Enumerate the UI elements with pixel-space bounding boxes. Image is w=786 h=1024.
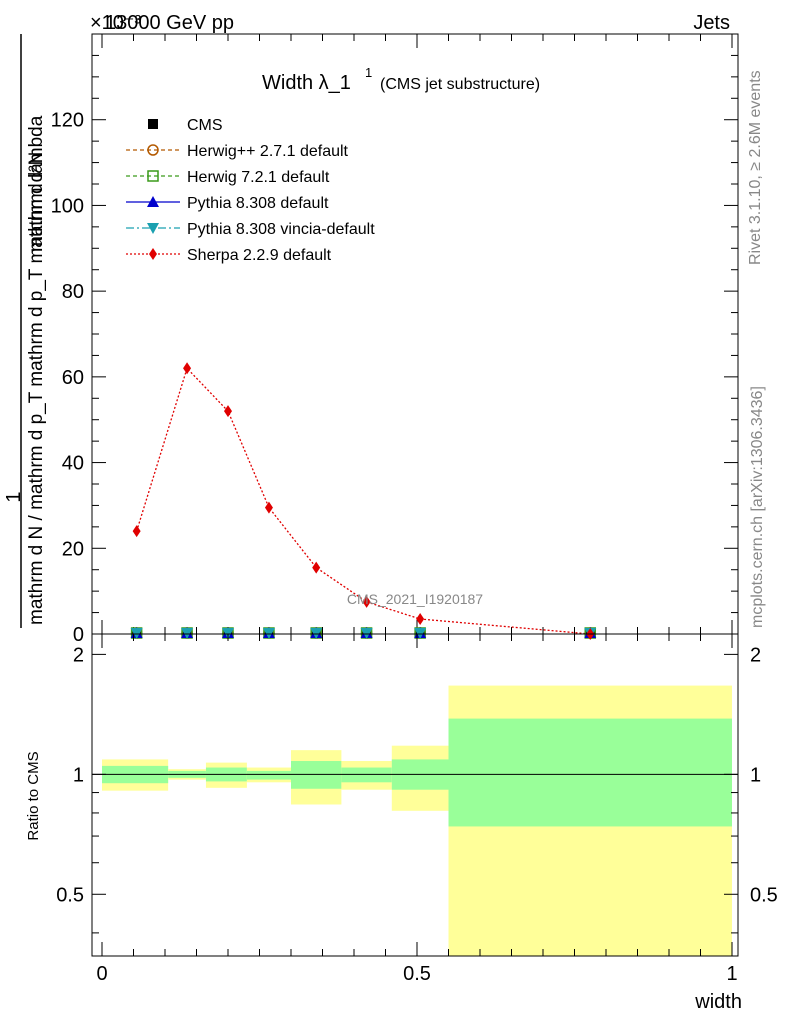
ratio-y-tick-label-right: 0.5 xyxy=(750,884,778,906)
y-tick-label: 80 xyxy=(62,281,84,303)
y-tick-label: 40 xyxy=(62,453,84,475)
ratio-band-inner xyxy=(246,770,291,780)
mcplots-label: mcplots.cern.ch [arXiv:1306.3436] xyxy=(749,386,766,628)
ylabel-top-one: 1 xyxy=(3,491,25,502)
sherpa-point xyxy=(312,561,321,574)
legend-marker xyxy=(147,144,159,156)
title-sup: 1 xyxy=(365,65,372,80)
sherpa-point xyxy=(264,501,273,514)
y-tick-label: 120 xyxy=(51,110,84,132)
legend-label: Pythia 8.308 default xyxy=(187,195,329,212)
energy-label: 13000 GeV pp xyxy=(105,12,234,34)
legend-label: Sherpa 2.2.9 default xyxy=(187,247,332,264)
ratio-y-tick-label-left: 2 xyxy=(73,644,84,666)
sherpa-point xyxy=(224,405,232,418)
title-main: Width λ_1 xyxy=(262,72,351,94)
legend-marker xyxy=(147,170,159,182)
sherpa-point xyxy=(362,595,371,608)
y-tick-label: 60 xyxy=(62,367,84,389)
ratio-plot-frame xyxy=(91,633,739,957)
ratio-x-tick-label: 1 xyxy=(726,963,737,985)
legend-marker xyxy=(147,223,159,234)
legend-marker xyxy=(149,248,157,260)
ratio-y-tick-label-left: 0.5 xyxy=(56,884,84,906)
title-sub: (CMS jet substructure) xyxy=(380,76,540,93)
ratio-band-inner xyxy=(448,718,732,827)
main-ylabel: 1 mathrm d N / mathrm d p_T mathrm d p_T… xyxy=(3,34,47,628)
ratio-bands xyxy=(102,685,732,956)
ylabel-numerator: mathrm d²N xyxy=(26,152,47,252)
rivet-label: Rivet 3.1.10, ≥ 2.6M events xyxy=(747,70,764,265)
legend-label: Herwig++ 2.7.1 default xyxy=(187,143,349,160)
y-tick-label: 0 xyxy=(73,624,84,646)
y-tick-label: 100 xyxy=(51,195,84,217)
sherpa-point xyxy=(183,362,192,375)
ratio-x-tick-label: 0.5 xyxy=(403,963,431,985)
ratio-x-tick-label: 0 xyxy=(96,963,107,985)
legend-label: Herwig 7.2.1 default xyxy=(187,169,330,186)
ratio-y-tick-label-left: 1 xyxy=(73,764,84,786)
ratio-band-inner xyxy=(341,767,392,783)
exponent-label: ×10⁻³ xyxy=(90,12,141,34)
legend-marker xyxy=(147,196,159,207)
chart-title: Width λ_1 1 (CMS jet substructure) xyxy=(262,65,540,94)
legend-marker xyxy=(148,119,158,129)
ratio-ylabel: Ratio to CMS xyxy=(25,751,42,840)
y-tick-label: 20 xyxy=(62,538,84,560)
ratio-axis-ticks: 0.5 0.5 1 1 2 2 0 0.5 1 xyxy=(56,634,778,985)
analysis-watermark: CMS_2021_I1920187 xyxy=(347,591,483,607)
sherpa-point xyxy=(132,525,141,538)
ylabel-denominator: mathrm d N / mathrm d p_T mathrm d p_T m… xyxy=(26,115,47,625)
ratio-y-tick-label-right: 2 xyxy=(750,644,761,666)
legend-label: Pythia 8.308 vincia-default xyxy=(187,221,375,238)
legend: CMS Herwig++ 2.7.1 default Herwig 7.2.1 de… xyxy=(126,117,375,264)
ratio-band-inner xyxy=(291,761,342,789)
sherpa-line xyxy=(136,367,591,635)
legend-label: CMS xyxy=(187,117,223,134)
sherpa-point xyxy=(416,613,425,625)
xlabel: width xyxy=(694,991,742,1013)
series-layer xyxy=(130,362,597,640)
ratio-y-tick-label-right: 1 xyxy=(750,764,761,786)
jets-label: Jets xyxy=(693,12,730,34)
